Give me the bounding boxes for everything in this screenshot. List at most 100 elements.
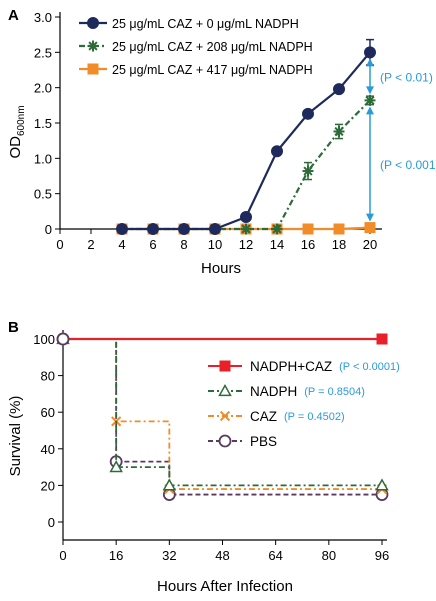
panel-a-arrowhead [366,213,374,222]
panel-b-y-tick-label: 100 [33,332,55,347]
panel-a-annotations: (P < 0.01) (P < 0.001) [366,58,436,222]
panel-a-y-tick-label: 2.0 [34,81,52,96]
panel-a-y-label-main: OD [7,136,24,159]
panel-a-y-label-sub: 600nm [16,105,27,136]
panel-a-point [302,223,314,235]
panel-b-point [162,488,176,501]
panel-a-legend: 25 μg/mL CAZ + 0 μg/mL NADPH 25 μg/mL CAZ… [79,17,313,77]
panel-a-series [116,38,376,235]
panel-a-y-tick-label: 0 [45,222,52,237]
panel-b-series [56,331,389,501]
panel-b-legend-entry: PBS [208,434,277,449]
panel-b-legend-label: NADPH [250,384,297,399]
panel-b-legend: NADPH+CAZ (P < 0.0001) NADPH (P = 0.8504) CA… [208,359,400,449]
panel-a-x-tick-label: 20 [363,237,377,252]
panel-b-legend-pvalue: (P = 0.8504) [304,386,365,398]
panel-b-legend-marker [218,383,232,397]
panel-a-y-tick-label: 1.5 [34,116,52,131]
panel-a-point [333,223,345,235]
panel-b-point [375,488,389,501]
panel-a-arrowhead [366,106,374,115]
svg-text:OD600nm: OD600nm [7,105,27,158]
panel-a-y-tick-label: 1.0 [34,151,52,166]
panel-a-point [240,223,252,235]
panel-a-series-line [122,51,371,231]
panel-a-annotation-0: (P < 0.01) [366,58,433,95]
panel-a-y-tick-label: 0.5 [34,187,52,202]
panel-a-point [209,223,221,235]
panel-a-x-tick-label: 4 [118,237,125,252]
panel-a-annotation-label: (P < 0.001) [380,158,436,172]
panel-b-y-label-wrap: Survival (%) [7,396,24,477]
panel-a-point [178,223,190,235]
panel-b-y-tick-label: 40 [41,442,55,457]
panel-b-series-0 [63,333,388,345]
panel-b-point [162,478,177,491]
panel-a-x-tick-label: 16 [301,237,315,252]
panel-a-arrowhead [366,58,374,67]
panel-a-arrowhead [366,86,374,95]
panel-a-point [240,210,252,223]
panel-b-y-label: Survival (%) [7,396,24,477]
panel-b-origin-point [56,332,70,346]
panel-a-x-ticks: 0 2 4 6 8 10 12 14 16 18 20 [56,229,377,252]
panel-a-legend-label: 25 μg/mL CAZ + 0 μg/mL NADPH [112,17,299,31]
panel-b-y-tick-label: 0 [48,515,55,530]
panel-a-x-label: Hours [201,260,241,277]
panel-a-point [333,83,345,96]
panel-a-letter: A [8,7,19,24]
panel-a-x-tick-label: 6 [149,237,156,252]
panel-a-legend-entry: 25 μg/mL CAZ + 208 μg/mL NADPH [79,40,313,54]
panel-b-x-tick-label: 96 [375,548,389,563]
panel-b-point [376,333,388,345]
panel-b-legend-pvalue: (P < 0.0001) [339,361,400,373]
panel-b-y-tick-label: 20 [41,478,55,493]
panel-a-x-tick-label: 14 [270,237,284,252]
panel-b-letter: B [8,319,19,336]
panel-a-y-ticks: 0 0.5 1.0 1.5 2.0 2.5 3.0 [34,10,60,237]
panel-b-x-tick-label: 48 [215,548,229,563]
panel-a-x-tick-label: 0 [56,237,63,252]
panel-b-x-label: Hours After Infection [157,578,293,595]
panel-b-x-tick-label: 0 [59,548,66,563]
panel-a-point [271,223,283,235]
panel-b-legend-marker [218,434,232,448]
panel-b-point [109,460,123,473]
panel-a-x-tick-label: 12 [239,237,253,252]
panel-a-legend-label: 25 μg/mL CAZ + 417 μg/mL NADPH [112,63,313,77]
panel-b-legend-marker [219,410,231,422]
panel-a-legend-label: 25 μg/mL CAZ + 208 μg/mL NADPH [112,40,313,54]
panel-b-legend-pvalue: (P = 0.4502) [284,411,345,423]
panel-a-point [364,46,376,59]
panel-a-point [333,125,345,137]
panel-a-point [147,223,159,235]
panel-b-legend-label: CAZ [250,409,277,424]
panel-a-annotation-1: (P < 0.001) [366,106,436,222]
panel-b-legend-entry: NADPH (P = 0.8504) [208,383,365,399]
panel-a-annotation-label: (P < 0.01) [380,70,433,84]
panel-a-series-0 [116,38,376,235]
panel-a-legend-marker [87,63,99,75]
panel-a-legend-entry: 25 μg/mL CAZ + 417 μg/mL NADPH [79,63,313,77]
panel-b-legend-entry: CAZ (P = 0.4502) [208,409,345,424]
panel-b-legend-label: PBS [250,434,277,449]
panel-a-y-label: OD600nm [7,105,27,158]
panel-b-y-ticks: 0 20 40 60 80 100 [33,332,63,530]
panel-a-x-tick-label: 18 [332,237,346,252]
panel-b-legend-marker [219,360,231,372]
panel-a-point [271,145,283,158]
panel-a: A 0 2 4 6 8 10 12 14 16 18 20 00.51.01.52.02.53.0 … [7,7,436,277]
panel-a-legend-marker [87,17,99,29]
panel-a-x-tick-label: 8 [180,237,187,252]
panel-a-series-line [122,99,371,231]
panel-b-x-tick-label: 64 [268,548,282,563]
panel-b-legend-entry: NADPH+CAZ (P < 0.0001) [208,359,400,374]
panel-b-legend-label: NADPH+CAZ [250,359,332,374]
panel-b-point [375,478,389,491]
panel-a-y-tick-label: 2.5 [34,45,52,60]
panel-a-point [302,107,314,120]
panel-b-y-tick-label: 60 [41,405,55,420]
panel-a-point [116,223,128,235]
panel-a-legend-marker [87,40,99,52]
